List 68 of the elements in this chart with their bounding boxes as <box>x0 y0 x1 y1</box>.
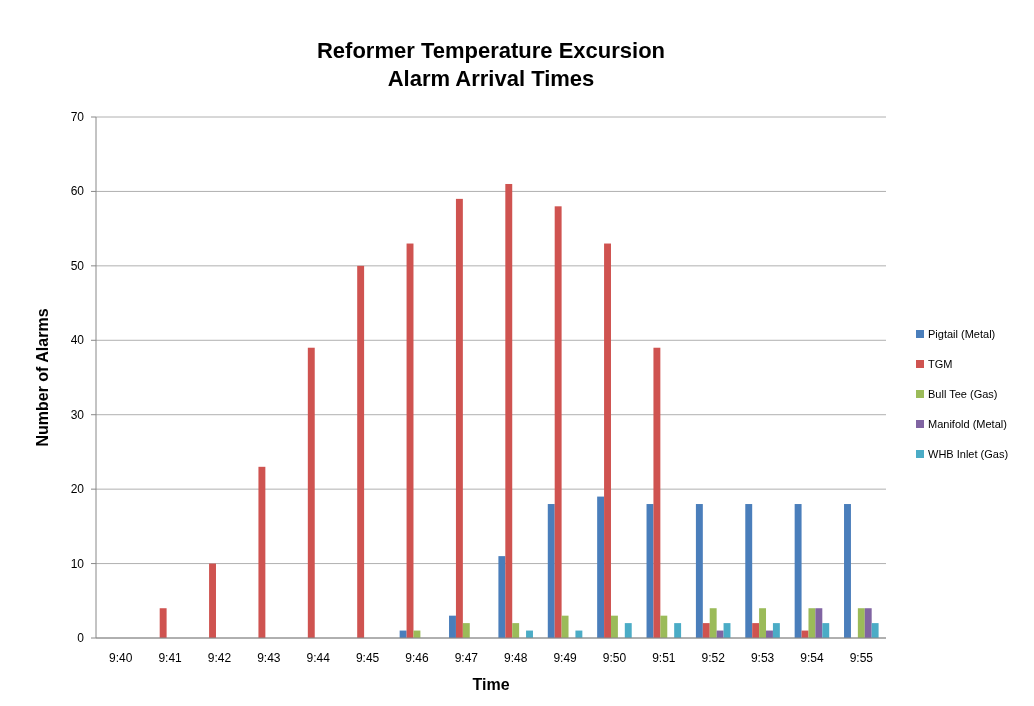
bar <box>307 347 315 638</box>
legend-label: WHB Inlet (Gas) <box>928 448 1009 460</box>
bar <box>159 608 167 638</box>
bar <box>597 496 605 638</box>
bar <box>209 563 216 638</box>
x-tick-label: 9:50 <box>602 651 627 665</box>
legend-label: Pigtail (Metal) <box>928 328 996 340</box>
x-tick-label: 9:46 <box>405 651 429 665</box>
x-tick-label: 9:45 <box>355 651 380 665</box>
y-tick-label: 20 <box>70 482 85 497</box>
bar <box>745 504 753 638</box>
x-tick-label: 9:42 <box>207 651 232 665</box>
bar <box>709 608 717 638</box>
bar <box>864 608 872 638</box>
bar <box>844 504 851 638</box>
y-tick-label: 40 <box>70 333 85 348</box>
bar <box>547 504 555 638</box>
y-tick-label: 10 <box>70 556 85 571</box>
y-tick-label: 30 <box>70 407 85 422</box>
x-tick-label: 9:47 <box>454 651 479 665</box>
x-tick-label: 9:55 <box>849 651 874 665</box>
legend-label: TGM <box>928 358 953 370</box>
bar <box>695 504 703 638</box>
bar <box>624 623 632 638</box>
legend-label: Bull Tee (Gas) <box>928 388 998 400</box>
bar <box>702 623 710 638</box>
bar <box>857 608 865 638</box>
x-axis-title: Time <box>472 676 510 693</box>
legend-label: Manifold (Metal) <box>928 418 1007 430</box>
x-tick-label: 9:48 <box>504 651 528 665</box>
x-tick-label: 9:54 <box>800 651 824 665</box>
x-tick-label: 9:52 <box>701 651 726 665</box>
bar <box>512 623 520 638</box>
bar <box>357 265 365 638</box>
bar <box>808 608 816 638</box>
x-tick-label: 9:40 <box>109 651 133 665</box>
x-tick-label: 9:43 <box>257 651 281 665</box>
bar <box>815 608 823 638</box>
bar <box>462 623 470 638</box>
bar <box>772 623 780 638</box>
bar <box>554 206 562 638</box>
y-axis-title: Number of Alarms <box>34 308 51 447</box>
bar <box>455 198 463 638</box>
bar <box>653 347 661 638</box>
bar <box>759 608 767 638</box>
x-tick-label: 9:53 <box>750 651 775 665</box>
bar <box>660 615 668 638</box>
bar <box>561 615 569 638</box>
bar <box>674 623 682 638</box>
x-tick-label: 9:44 <box>306 651 331 665</box>
x-tick-label: 9:49 <box>553 651 578 665</box>
y-tick-label: 70 <box>70 110 85 124</box>
bar <box>604 243 611 638</box>
chart-title: Reformer Temperature Excursion Alarm Arrival Times <box>316 38 666 91</box>
bar <box>449 615 456 638</box>
y-tick-label: 60 <box>70 184 85 199</box>
x-tick-label: 9:51 <box>652 651 676 665</box>
bar <box>610 615 618 638</box>
bar <box>871 623 879 638</box>
bar <box>822 623 830 638</box>
bar <box>794 504 802 638</box>
y-tick-label: 50 <box>70 258 85 273</box>
x-tick-label: 9:41 <box>158 651 183 665</box>
bar <box>505 183 513 638</box>
bar <box>258 466 266 638</box>
y-tick-label: 0 <box>77 631 85 645</box>
bar <box>752 623 760 638</box>
bar <box>498 556 506 638</box>
